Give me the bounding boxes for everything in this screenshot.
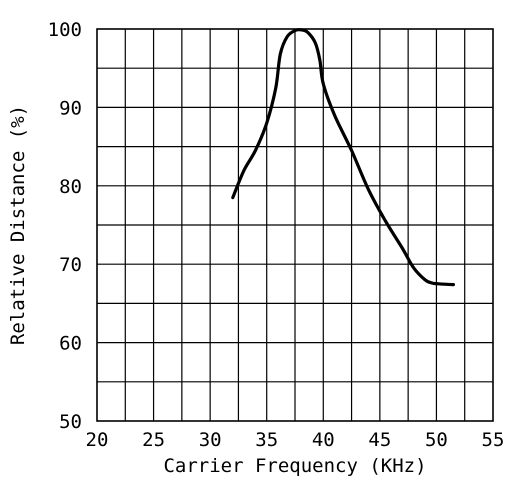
y-axis-label: Relative Distance (%) [7,105,29,345]
x-tick-label: 50 [425,429,448,451]
y-tick-label: 60 [59,333,82,355]
x-tick-label: 55 [482,429,505,451]
y-tick-labels: 50 60 70 80 90 100 [48,19,82,433]
y-tick-label: 100 [48,19,82,41]
x-tick-label: 20 [86,429,109,451]
x-tick-label: 35 [255,429,278,451]
series-line [231,28,455,287]
x-tick-label: 30 [199,429,222,451]
x-tick-labels: 20 25 30 35 40 45 50 55 [86,429,505,451]
x-tick-label: 45 [368,429,391,451]
y-tick-label: 70 [59,254,82,276]
y-tick-label: 50 [59,411,82,433]
y-tick-label: 90 [59,97,82,119]
grid [97,29,493,421]
y-tick-label: 80 [59,176,82,198]
x-tick-label: 25 [142,429,165,451]
x-axis-label: Carrier Frequency (KHz) [163,455,426,477]
x-tick-label: 40 [312,429,335,451]
